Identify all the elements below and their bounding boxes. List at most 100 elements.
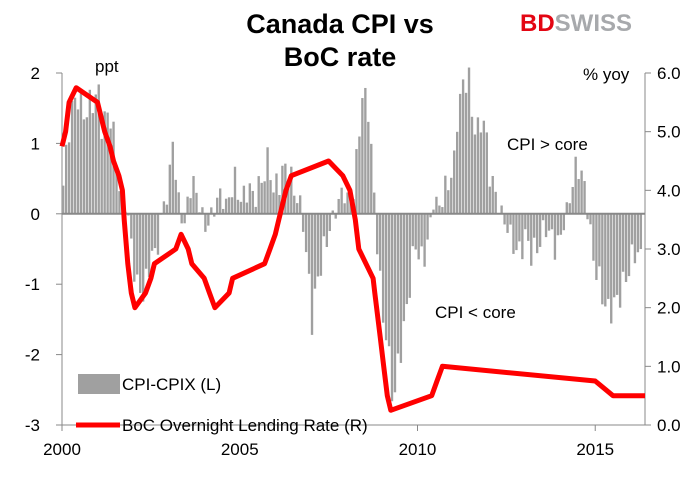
bar bbox=[230, 197, 234, 214]
bar bbox=[458, 93, 462, 214]
bar bbox=[79, 90, 83, 214]
bar bbox=[414, 213, 417, 250]
bar bbox=[62, 185, 65, 214]
bar bbox=[192, 176, 195, 214]
bar bbox=[509, 213, 512, 225]
bar bbox=[627, 213, 631, 277]
bar bbox=[263, 181, 266, 214]
bar bbox=[233, 166, 237, 214]
bar bbox=[165, 204, 169, 214]
bar bbox=[130, 213, 133, 239]
bar bbox=[464, 92, 468, 214]
bar bbox=[604, 213, 607, 307]
bar bbox=[100, 138, 103, 214]
bar bbox=[239, 201, 243, 214]
left-axis-ticks: -3 -2 -1 0 1 2 bbox=[25, 64, 62, 435]
bar bbox=[254, 206, 257, 214]
left-tick-label: -1 bbox=[25, 275, 40, 294]
bar bbox=[106, 112, 109, 214]
bar bbox=[216, 197, 219, 214]
bar bbox=[174, 179, 177, 214]
bar bbox=[180, 213, 183, 224]
bar bbox=[301, 213, 305, 232]
bar bbox=[281, 165, 284, 214]
x-tick-label: 2010 bbox=[399, 440, 437, 459]
bar bbox=[245, 202, 249, 214]
bar bbox=[435, 196, 438, 214]
x-tick-label: 2000 bbox=[43, 440, 81, 459]
bar bbox=[470, 116, 474, 214]
bar bbox=[568, 203, 571, 214]
bar bbox=[396, 213, 400, 354]
legend: CPI-CPIX (L) BoC Overnight Lending Rate … bbox=[76, 374, 368, 435]
bar bbox=[423, 213, 426, 267]
x-axis-ticks: 2000 2005 2010 2015 bbox=[43, 425, 614, 459]
bar bbox=[319, 213, 323, 276]
bar bbox=[515, 213, 518, 251]
bar bbox=[331, 210, 334, 214]
bar bbox=[639, 213, 643, 250]
bar bbox=[473, 134, 477, 214]
bar bbox=[553, 213, 557, 260]
right-tick-label: 5.0 bbox=[657, 123, 681, 142]
bar bbox=[580, 170, 583, 214]
right-tick-label: 3.0 bbox=[657, 240, 681, 259]
x-tick-label: 2015 bbox=[576, 440, 614, 459]
bar bbox=[610, 213, 613, 324]
bar bbox=[441, 207, 444, 214]
left-tick-label: -2 bbox=[25, 346, 40, 365]
bar bbox=[521, 213, 524, 260]
bar bbox=[417, 213, 420, 260]
bar bbox=[85, 117, 89, 214]
bar bbox=[411, 213, 414, 247]
bar bbox=[287, 183, 290, 214]
bar-series bbox=[62, 67, 643, 402]
bar bbox=[147, 213, 151, 277]
bar bbox=[378, 213, 382, 271]
brand-logo-part1: BD bbox=[520, 10, 555, 37]
bar bbox=[506, 213, 509, 233]
bar bbox=[88, 89, 92, 214]
right-tick-label: 4.0 bbox=[657, 181, 681, 200]
bar bbox=[500, 205, 503, 214]
bar bbox=[565, 202, 568, 214]
bar bbox=[275, 173, 278, 214]
bar bbox=[150, 213, 154, 251]
bar bbox=[162, 201, 166, 214]
bar bbox=[358, 136, 361, 214]
chart-title: Canada CPI vs BoC rate bbox=[195, 8, 485, 74]
bar bbox=[367, 121, 370, 214]
bar bbox=[589, 213, 592, 225]
bar bbox=[512, 213, 515, 254]
bar bbox=[402, 213, 406, 322]
right-unit-label: % yoy bbox=[583, 65, 630, 84]
x-tick-label: 2005 bbox=[221, 440, 259, 459]
bar bbox=[494, 191, 497, 214]
bar bbox=[633, 213, 637, 264]
bar bbox=[201, 207, 204, 214]
bar bbox=[381, 213, 385, 323]
bar bbox=[384, 213, 388, 341]
bar bbox=[438, 205, 441, 214]
bar bbox=[491, 175, 494, 214]
bar bbox=[251, 190, 254, 214]
bar bbox=[266, 147, 269, 214]
bar bbox=[313, 213, 317, 289]
bar bbox=[408, 213, 411, 298]
bar bbox=[109, 128, 112, 214]
bar bbox=[322, 213, 326, 237]
chart-title-line1: Canada CPI vs bbox=[246, 9, 434, 39]
bar bbox=[153, 213, 157, 249]
bar bbox=[304, 213, 308, 253]
bar bbox=[355, 149, 358, 214]
bar bbox=[260, 182, 263, 214]
bar bbox=[133, 213, 136, 282]
bar bbox=[361, 98, 364, 214]
bar bbox=[82, 119, 86, 214]
bar bbox=[461, 79, 465, 214]
bar bbox=[139, 213, 142, 293]
right-tick-label: 6.0 bbox=[657, 64, 681, 83]
bar bbox=[479, 132, 483, 214]
bar bbox=[346, 192, 349, 214]
